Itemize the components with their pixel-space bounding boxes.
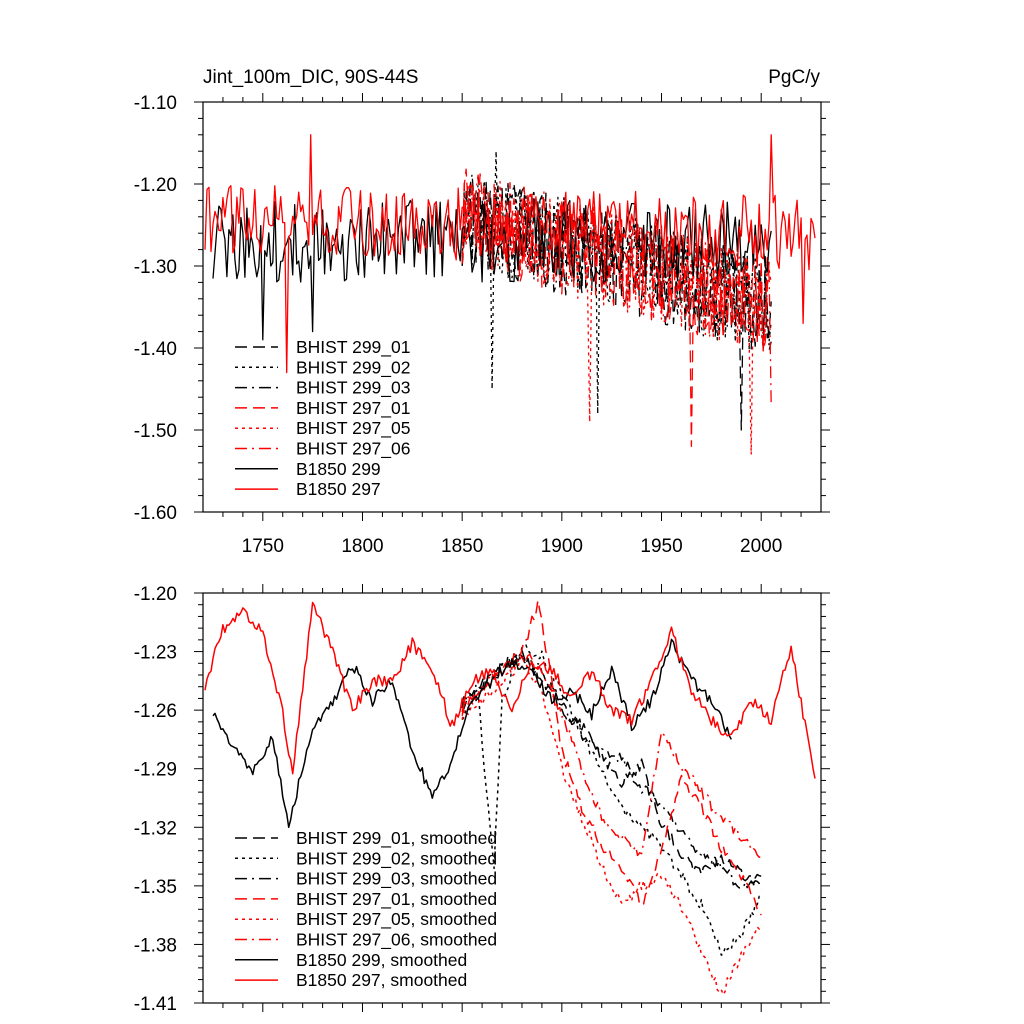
top-legend-label: B1850 297: [296, 479, 381, 499]
bottom-legend-label: BHIST 299_03, smoothed: [296, 869, 497, 890]
bottom-ytick-label: -1.29: [134, 760, 177, 781]
top-series-group: [204, 134, 816, 456]
bottom-legend-label: BHIST 297_05, smoothed: [296, 909, 497, 930]
bottom-ytick-label: -1.23: [134, 643, 177, 664]
bottom-plot-frame: [202, 592, 822, 1004]
bottom-series-b1850-299-smoothed: [212, 638, 732, 829]
top-title: Jint_100m_DIC, 90S-44S: [203, 67, 418, 88]
bottom-legend-label: B1850 297, smoothed: [296, 970, 467, 990]
top-xtick-label: 1950: [640, 536, 682, 557]
bottom-series-bhist-299-01-smoothed: [461, 649, 762, 891]
top-xtick-label: 1900: [541, 536, 583, 557]
bottom-y-axis: -1.41 -1.38 -1.35 -1.32 -1.29 -1.26 -1.23 -1.20: [134, 584, 830, 1015]
top-series-bhist-299-02: [461, 150, 772, 415]
top-xtick-label: 1850: [441, 536, 483, 557]
top-legend-label: BHIST 297_01: [296, 398, 410, 419]
bottom-series-bhist-299-03-smoothed: [461, 653, 762, 889]
bottom-legend-label: BHIST 299_02, smoothed: [296, 848, 497, 869]
top-ytick-label: -1.30: [134, 257, 177, 278]
top-legend-label: BHIST 299_03: [296, 378, 410, 399]
bottom-ytick-label: -1.38: [134, 935, 177, 956]
top-ytick-label: -1.50: [134, 421, 177, 442]
top-series-bhist-297-01: [461, 168, 772, 448]
bottom-legend-label: B1850 299, smoothed: [296, 950, 467, 970]
bottom-series-b1850-297-smoothed: [204, 601, 816, 779]
bottom-series-group: [204, 599, 816, 996]
bottom-legend-label: BHIST 297_01, smoothed: [296, 889, 497, 910]
top-xtick-label: 2000: [740, 536, 782, 557]
top-legend-label: BHIST 299_02: [296, 357, 410, 378]
bottom-legend-label: BHIST 297_06, smoothed: [296, 930, 497, 951]
top-series-bhist-297-05: [461, 180, 772, 456]
bottom-ytick-label: -1.35: [134, 877, 177, 898]
bottom-ytick-label: -1.32: [134, 818, 177, 839]
bottom-legend-label: BHIST 299_01, smoothed: [296, 828, 497, 849]
top-ytick-label: -1.20: [134, 175, 177, 196]
top-units: PgC/y: [768, 67, 820, 88]
top-legend-label: BHIST 299_01: [296, 337, 410, 358]
bottom-panel: -1.41 -1.38 -1.35 -1.32 -1.29 -1.26 -1.23 -1.20…: [134, 584, 830, 1015]
top-ytick-label: -1.60: [134, 503, 177, 524]
top-plot-frame: [202, 101, 822, 513]
top-legend-label: BHIST 297_06: [296, 439, 410, 460]
bottom-ytick-label: -1.20: [134, 584, 177, 605]
top-xtick-label: 1750: [242, 536, 284, 557]
top-xtick-label: 1800: [341, 536, 383, 557]
top-ytick-label: -1.40: [134, 339, 177, 360]
bottom-ytick-label: -1.41: [134, 994, 177, 1015]
top-series-b1850-299: [212, 199, 772, 341]
top-series-b1850-297: [204, 134, 816, 374]
top-x-axis: 1750 1800 1850 1900 1950 2000: [222, 93, 802, 557]
top-legend-label: B1850 299: [296, 459, 381, 479]
top-ytick-label: -1.10: [134, 93, 177, 114]
bottom-x-axis: [222, 584, 802, 1012]
top-panel: Jint_100m_DIC, 90S-44S PgC/y 1750 1800 185…: [134, 67, 830, 557]
bottom-ytick-label: -1.26: [134, 701, 177, 722]
bottom-series-bhist-297-01-smoothed: [461, 599, 762, 916]
bottom-series-bhist-297-06-smoothed: [461, 653, 762, 859]
top-legend-label: BHIST 297_05: [296, 418, 410, 439]
top-y-axis: -1.60 -1.50 -1.40 -1.30 -1.20 -1.10: [134, 93, 830, 524]
